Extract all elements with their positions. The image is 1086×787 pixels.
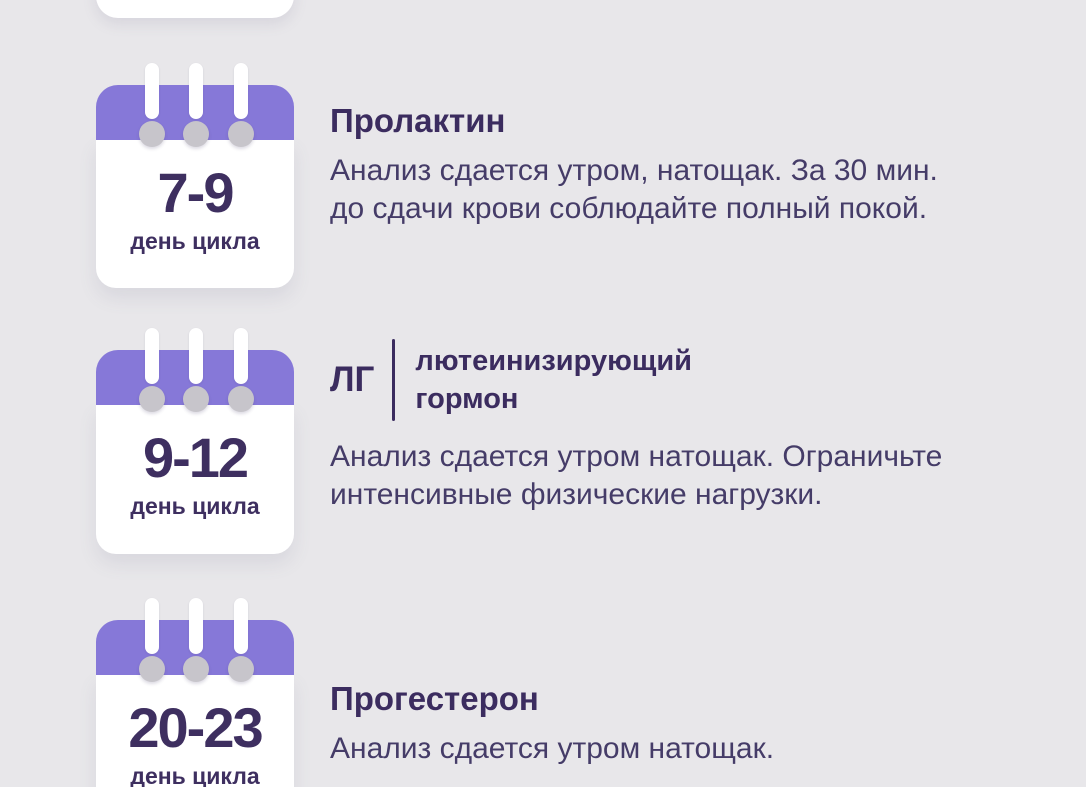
binder-ring-icon bbox=[139, 598, 165, 682]
cycle-days-label: день цикла bbox=[130, 228, 260, 254]
calendar-header bbox=[96, 63, 294, 147]
binder-ring-icon bbox=[228, 63, 254, 147]
ring-hole-icon bbox=[183, 656, 209, 682]
calendar-body: 7-9 день цикла bbox=[96, 140, 294, 288]
calendar-body: 20-23 день цикла bbox=[96, 675, 294, 787]
ring-pin-icon bbox=[145, 63, 159, 119]
ring-pin-icon bbox=[234, 328, 248, 384]
ring-pin-icon bbox=[234, 598, 248, 654]
calendar-icon: 9-12 день цикла bbox=[96, 328, 294, 554]
hormone-title-group: ЛГ лютеинизирующий гормон bbox=[330, 339, 1040, 421]
hormone-description: Анализ сдается утром натощак. Ограничьте… bbox=[330, 440, 943, 511]
calendar-header bbox=[96, 328, 294, 412]
ring-pin-icon bbox=[145, 598, 159, 654]
calendar-header bbox=[96, 598, 294, 682]
hormone-description: Анализ сдается утром натощак. bbox=[330, 732, 775, 765]
ring-pin-icon bbox=[189, 328, 203, 384]
ring-pin-icon bbox=[189, 63, 203, 119]
hormone-title: Пролактин bbox=[330, 102, 506, 139]
cycle-days-value: 9-12 bbox=[142, 426, 249, 489]
cycle-days-value: 20-23 bbox=[128, 696, 263, 759]
ring-hole-icon bbox=[139, 386, 165, 412]
ring-hole-icon bbox=[183, 386, 209, 412]
calendar-body: 9-12 день цикла bbox=[96, 405, 294, 554]
ring-hole-icon bbox=[228, 656, 254, 682]
ring-pin-icon bbox=[145, 328, 159, 384]
ring-hole-icon bbox=[183, 121, 209, 147]
hormone-abbreviation: ЛГ bbox=[330, 360, 375, 399]
cycle-days-label: день цикла bbox=[130, 493, 260, 519]
hormone-description: Анализ сдается утром, натощак. За 30 мин… bbox=[330, 154, 938, 225]
ring-hole-icon bbox=[139, 121, 165, 147]
binder-ring-icon bbox=[228, 598, 254, 682]
vertical-divider bbox=[392, 339, 396, 421]
binder-ring-icon bbox=[183, 328, 209, 412]
ring-hole-icon bbox=[228, 121, 254, 147]
binder-ring-icon bbox=[228, 328, 254, 412]
ring-hole-icon bbox=[228, 386, 254, 412]
calendar-icon: 7-9 день цикла bbox=[96, 63, 294, 288]
cycle-days-value: 7-9 bbox=[157, 161, 235, 224]
binder-ring-icon bbox=[183, 598, 209, 682]
binder-ring-icon bbox=[183, 63, 209, 147]
previous-card-partial bbox=[96, 0, 294, 18]
calendar-icon: 20-23 день цикла bbox=[96, 598, 294, 787]
binder-ring-icon bbox=[139, 63, 165, 147]
hormone-title: Прогестерон bbox=[330, 680, 539, 717]
binder-ring-icon bbox=[139, 328, 165, 412]
cycle-days-label: день цикла bbox=[130, 763, 260, 787]
ring-pin-icon bbox=[234, 63, 248, 119]
ring-hole-icon bbox=[139, 656, 165, 682]
ring-pin-icon bbox=[189, 598, 203, 654]
hormone-full-name: лютеинизирующий гормон bbox=[415, 345, 692, 415]
